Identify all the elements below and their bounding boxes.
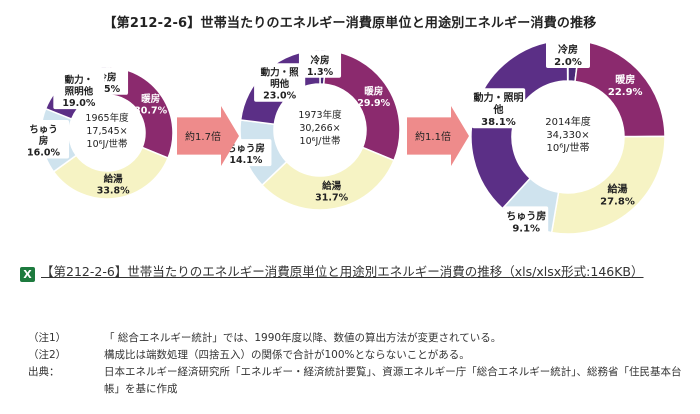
- note-label: （注2）: [28, 349, 67, 361]
- excel-icon: X: [20, 267, 35, 282]
- slice-label: 暖房: [615, 73, 635, 86]
- slice-label: 冷房: [558, 43, 578, 56]
- slice-label: 房: [39, 135, 49, 147]
- note-1: （注1） 「 総合エネルギー統計」では、1990年度以降、数値の算出方法が変更さ…: [28, 330, 688, 347]
- slice-label-bg: [471, 88, 526, 129]
- slice-label: 31.7%: [315, 193, 348, 204]
- donut-slice: [260, 146, 395, 211]
- center-label: 2014年度: [545, 115, 590, 128]
- slice-label: ちゅう房: [227, 143, 265, 155]
- center-label: 30,266×: [299, 123, 340, 134]
- note-text: 構成比は端数処理（四捨五入）の関係で合計が100%とならないことがある。: [104, 349, 470, 361]
- slice-label: 動力・: [65, 74, 94, 86]
- slice-label: 他: [492, 103, 503, 116]
- center-label: 10⁶J/世帯: [300, 135, 341, 147]
- center-label: 10⁶J/世帯: [87, 138, 128, 150]
- slice-label: 29.9%: [357, 98, 390, 109]
- arrow-shape: [177, 106, 239, 166]
- center-label: 1965年度: [85, 112, 129, 124]
- center-label: 10⁶J/世帯: [546, 141, 589, 154]
- slice-label: 給湯: [104, 173, 124, 185]
- slice-label-bg: [298, 50, 342, 78]
- slice-label: 23.0%: [263, 91, 296, 102]
- donut-slice: [574, 39, 666, 138]
- note-label: 出典：: [28, 366, 60, 378]
- note-source: 出典： 日本エネルギー経済研究所「エネルギー・経済統計要覧」、資源エネルギー庁「…: [28, 364, 688, 398]
- slice-label: 給湯: [607, 182, 627, 195]
- donut-slice: [52, 146, 170, 200]
- arrow-label: 約1.1倍: [415, 130, 451, 143]
- slice-label: 動力・照: [261, 67, 300, 79]
- slice-label: 暖房: [364, 85, 383, 97]
- slice-label-bg: [546, 40, 590, 68]
- slice-label: 照明他: [65, 86, 94, 98]
- slice-label: 27.8%: [600, 196, 635, 207]
- center-label: 34,330×: [546, 130, 589, 141]
- center-label: 17,545×: [86, 126, 127, 137]
- slice-label: 2.0%: [554, 57, 582, 68]
- donut-charts: 冷房0.5%暖房30.7%給湯33.8%ちゅう房16.0%動力・照明他19.0%…: [17, 39, 666, 235]
- slice-label: 明他: [270, 78, 290, 90]
- slice-label: 0.5%: [94, 84, 121, 95]
- chart-title: 【第212-2-6】世帯当たりのエネルギー消費原単位と用途別エネルギー消費の推移: [103, 16, 597, 31]
- slice-label-bg: [254, 63, 306, 102]
- slice-label-bg: [53, 70, 105, 110]
- slice-label: 給湯: [322, 180, 342, 192]
- slice-label: 冷房: [310, 54, 329, 66]
- slice-label: 9.1%: [512, 223, 540, 234]
- slice-label: 動力・照明: [473, 91, 523, 104]
- center-label: 1973年度: [298, 109, 342, 121]
- slice-label: 22.9%: [608, 87, 643, 98]
- excel-download-link[interactable]: X 【第212-2-6】世帯当たりのエネルギー消費原単位と用途別エネルギー消費の推…: [20, 262, 660, 282]
- notes: （注1） 「 総合エネルギー統計」では、1990年度以降、数値の算出方法が変更さ…: [28, 330, 688, 398]
- slice-label: ちゅう房: [506, 209, 546, 222]
- slice-label: 14.1%: [229, 155, 262, 166]
- slice-label-bg: [504, 206, 549, 235]
- donut-chart-1: 冷房0.5%暖房30.7%給湯33.8%ちゅう房16.0%動力・照明他19.0%…: [17, 66, 174, 200]
- slice-label-bg: [220, 139, 272, 167]
- arrow-shape: [407, 106, 469, 166]
- note-text: 日本エネルギー経済研究所「エネルギー・経済統計要覧」、資源エネルギー庁「総合エネ…: [104, 366, 682, 395]
- slice-label: 38.1%: [481, 117, 516, 128]
- excel-link-text[interactable]: 【第212-2-6】世帯当たりのエネルギー消費原単位と用途別エネルギー消費の推移…: [41, 264, 644, 279]
- donut-slice: [322, 49, 401, 162]
- slice-label: ちゅう: [29, 125, 58, 136]
- growth-arrow: 約1.1倍: [407, 106, 469, 166]
- arrow-label: 約1.7倍: [185, 130, 221, 143]
- slice-label: 33.8%: [97, 185, 130, 196]
- slice-label: 19.0%: [62, 98, 95, 109]
- slice-label: 16.0%: [27, 148, 60, 159]
- growth-arrow: 約1.7倍: [177, 106, 239, 166]
- slice-label: 30.7%: [134, 105, 167, 116]
- note-text: 「 総合エネルギー統計」では、1990年度以降、数値の算出方法が変更されている。: [104, 332, 502, 344]
- note-2: （注2） 構成比は端数処理（四捨五入）の関係で合計が100%とならないことがある…: [28, 347, 688, 364]
- slice-label-bg: [17, 120, 70, 159]
- slice-label: 暖房: [141, 93, 160, 105]
- slice-label: 1.3%: [307, 67, 334, 78]
- note-label: （注1）: [28, 332, 67, 344]
- donut-slice: [550, 135, 666, 235]
